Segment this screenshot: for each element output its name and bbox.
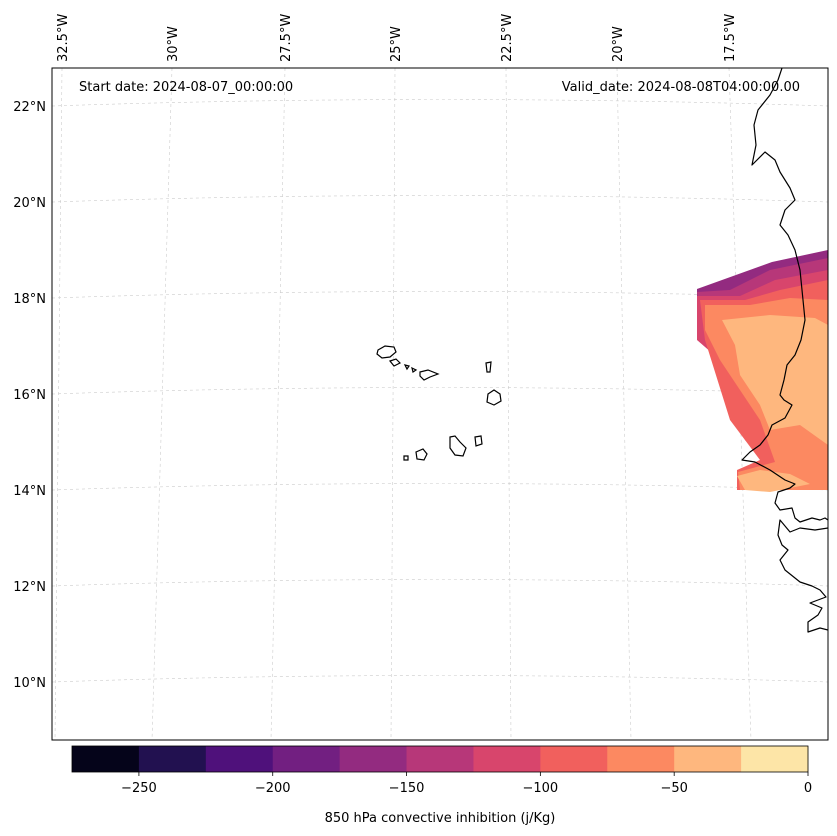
colorbar-swatch xyxy=(205,746,274,772)
colorbar-swatch xyxy=(674,746,742,772)
lon-label: 32.5°W xyxy=(56,14,71,62)
colorbar-swatch xyxy=(473,746,541,772)
valid-date-text: Valid_date: 2024-08-08T04:00:00.00 xyxy=(562,80,800,95)
island-maio xyxy=(474,435,483,447)
island-sal xyxy=(485,361,492,373)
colorbar-ticks: −250 −200 −150 −100 −50 0 xyxy=(121,772,812,796)
lat-label: 20°N xyxy=(13,196,46,211)
island-boa-vista xyxy=(486,389,502,406)
colorbar-swatch xyxy=(138,746,207,772)
start-date-text: Start date: 2024-08-07_00:00:00 xyxy=(79,80,293,95)
lat-label: 22°N xyxy=(13,100,46,115)
lat-label: 18°N xyxy=(13,292,46,307)
lon-label: 25°W xyxy=(389,26,404,62)
island-sao-nicolau xyxy=(411,366,440,381)
lat-label: 10°N xyxy=(13,676,46,691)
island-sao-vicente xyxy=(388,358,402,367)
lon-label: 22.5°W xyxy=(500,14,515,62)
colorbar-tick-label: −250 xyxy=(121,781,157,796)
colorbar-swatch xyxy=(272,746,341,772)
colorbar-tick-label: −100 xyxy=(523,781,559,796)
island-santa-luzia xyxy=(403,364,410,371)
lon-label: 30°W xyxy=(166,26,181,62)
colorbar-swatch xyxy=(607,746,675,772)
colorbar-outline xyxy=(71,745,809,773)
island-brava xyxy=(403,455,409,461)
lat-label: 14°N xyxy=(13,484,46,499)
map-area xyxy=(52,68,828,740)
island-fogo xyxy=(415,448,428,461)
colorbar-swatch xyxy=(406,746,474,772)
cape-verde-islands xyxy=(376,345,502,461)
map-frame xyxy=(51,67,829,741)
colorbar-swatch xyxy=(72,746,140,772)
lon-label: 27.5°W xyxy=(279,14,294,62)
colorbar-label: 850 hPa convective inhibition (j/Kg) xyxy=(325,811,556,826)
cin-contours xyxy=(697,250,828,492)
colorbar-swatch xyxy=(540,746,608,772)
lon-label: 20°W xyxy=(611,26,626,62)
africa-coastline-south xyxy=(777,519,828,633)
lat-label: 12°N xyxy=(13,580,46,595)
island-santo-antao xyxy=(376,345,397,359)
longitude-labels: 32.5°W 30°W 27.5°W 25°W 22.5°W 20°W 17.5… xyxy=(56,14,738,62)
africa-coastline xyxy=(741,68,828,523)
lon-label: 17.5°W xyxy=(723,14,738,62)
parallel-gridlines xyxy=(52,99,828,683)
colorbar-swatches xyxy=(72,746,809,772)
cin-band-minus25 xyxy=(722,315,828,445)
colorbar: −250 −200 −150 −100 −50 0 850 hPa convective … xyxy=(71,745,812,826)
lat-label: 16°N xyxy=(13,388,46,403)
latitude-labels: 22°N 20°N 18°N 16°N 14°N 12°N 10°N xyxy=(13,100,46,691)
colorbar-swatch xyxy=(339,746,408,772)
island-santiago xyxy=(449,435,467,457)
colorbar-tick-label: −150 xyxy=(389,781,425,796)
colorbar-tick-label: −200 xyxy=(255,781,291,796)
colorbar-tick-label: 0 xyxy=(804,781,812,796)
colorbar-swatch xyxy=(741,746,809,772)
colorbar-tick-label: −50 xyxy=(660,781,687,796)
